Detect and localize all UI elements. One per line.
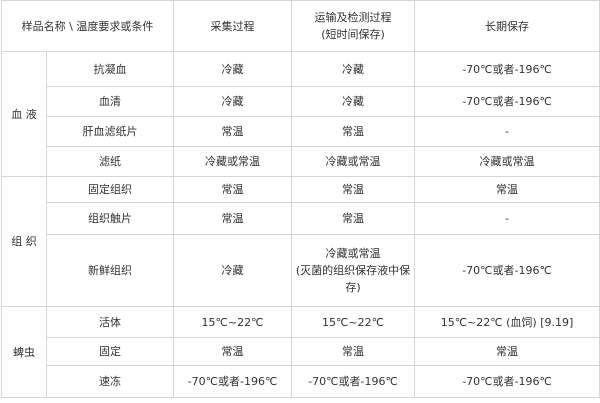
table-cell: 常温 [173,337,293,366]
table-cell: 15℃~22℃ [173,306,293,338]
header-cell: 长期保存 [414,0,600,52]
header-cell: 样品名称 \ 温度要求或条件 [0,0,175,52]
table-row: 血清 冷藏 冷藏 -70℃或者-196℃ [2,86,600,117]
table-cell: 冷藏 [291,86,416,117]
table-cell: - [414,202,600,235]
table-cell: 常温 [173,202,293,235]
table-cell: 冷藏 [173,86,293,117]
table-cell: 常温 [173,176,293,203]
table-cell: 常温 [414,337,600,366]
table-cell: 常温 [291,176,416,203]
table-cell: -70℃或者-196℃ [414,86,600,117]
table-cell: 固定组织 [45,176,175,203]
table-cell: 速冻 [45,365,175,398]
table-cell: 常温 [173,116,293,147]
table-row: 肝血滤纸片 常温 常温 - [2,116,600,147]
table-cell: 冷藏或常温 [291,146,416,177]
group-label: 蜱虫 [1,306,47,398]
table-cell: 常温 [414,176,600,203]
table-cell: 固定 [45,337,175,366]
table-cell: -70℃或者-196℃ [414,51,600,87]
cell-line: 运输及检测过程 [314,11,392,24]
table-row: 速冻 -70℃或者-196℃ -70℃或者-196℃ -70℃或者-196℃ [2,365,600,398]
table-row: 组织触片 常温 常温 - [2,202,600,235]
table-cell: 常温 [291,116,416,147]
header-cell: 采集过程 [173,0,293,52]
table-cell: -70℃或者-196℃ [173,365,293,398]
table-row: 组 织固定组织 常温 常温 常温 [1,176,600,307]
table-cell: 肝血滤纸片 [45,116,175,147]
table-cell: 冷藏或常温 [173,146,293,177]
table-cell: 滤纸 [45,146,175,177]
table-cell: - [414,116,600,147]
table-cell: 常温 [291,337,416,366]
table-cell: 血清 [45,86,175,117]
table-cell: 冷藏 [173,234,293,307]
table-cell: 活体 [45,306,175,338]
table-row: 滤纸 冷藏或常温 冷藏或常温 冷藏或常温 [2,146,600,177]
table-cell: 冷藏或常温 [414,146,600,177]
table-row: 新鲜组织 冷藏 冷藏或常温 (灭菌的组织保存液中保存) -70℃或者-196℃ [2,234,600,307]
table-cell: 常温 [291,202,416,235]
table-cell: -70℃或者-196℃ [291,365,416,398]
group-label: 血 液 [1,51,47,177]
table-row: 血 液抗凝血 冷藏 冷藏 -70℃或者-196℃ [1,51,600,177]
cell-line: (短时间保存) [321,28,385,41]
cell-line: 冷藏或常温 [325,247,381,260]
table-cell: -70℃或者-196℃ [414,365,600,398]
header-cell: 运输及检测过程 (短时间保存) [291,0,416,52]
table-cell: 新鲜组织 [45,234,175,307]
table-cell: 15℃~22℃ [291,306,416,338]
table-cell: 冷藏 [173,51,293,87]
group-label: 组 织 [1,176,47,307]
table-cell: 组织触片 [45,202,175,235]
table-cell: 抗凝血 [45,51,175,87]
table-cell: -70℃或者-196℃ [414,234,600,307]
table-row: 固定 常温 常温 常温 [2,337,600,366]
table-cell: 冷藏或常温 (灭菌的组织保存液中保存) [291,234,416,307]
table-row: 蜱虫 活体 15℃~22℃ 15℃~22℃ 15℃~22℃ (血饲) [9.19] [1,306,600,398]
cell-line: (灭菌的组织保存液中保存) [295,264,411,294]
table-cell: 15℃~22℃ (血饲) [9.19] [414,306,600,338]
table-cell: 冷藏 [291,51,416,87]
header-row: 样品名称 \ 温度要求或条件 采集过程 运输及检测过程 (短时间保存) 长期保存 [0,0,600,52]
